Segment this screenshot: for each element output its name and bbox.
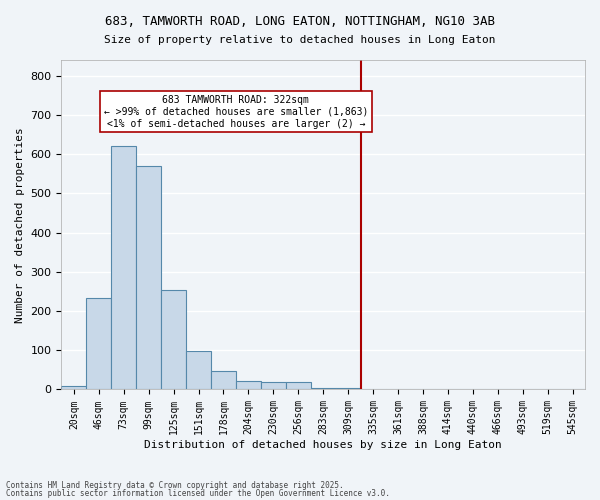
Text: Contains HM Land Registry data © Crown copyright and database right 2025.: Contains HM Land Registry data © Crown c… <box>6 481 344 490</box>
Text: 683 TAMWORTH ROAD: 322sqm
← >99% of detached houses are smaller (1,863)
<1% of s: 683 TAMWORTH ROAD: 322sqm ← >99% of deta… <box>104 96 368 128</box>
Text: Contains public sector information licensed under the Open Government Licence v3: Contains public sector information licen… <box>6 488 390 498</box>
Bar <box>311 388 335 390</box>
Bar <box>136 166 161 390</box>
Bar <box>61 386 86 390</box>
Bar <box>211 370 236 390</box>
Bar <box>261 382 286 390</box>
Bar <box>161 290 186 390</box>
Bar <box>86 298 111 390</box>
Bar <box>236 381 261 390</box>
Bar <box>111 146 136 390</box>
Bar <box>335 388 361 390</box>
Y-axis label: Number of detached properties: Number of detached properties <box>15 127 25 322</box>
Text: 683, TAMWORTH ROAD, LONG EATON, NOTTINGHAM, NG10 3AB: 683, TAMWORTH ROAD, LONG EATON, NOTTINGH… <box>105 15 495 28</box>
Text: Size of property relative to detached houses in Long Eaton: Size of property relative to detached ho… <box>104 35 496 45</box>
Bar <box>286 382 311 390</box>
X-axis label: Distribution of detached houses by size in Long Eaton: Distribution of detached houses by size … <box>145 440 502 450</box>
Bar <box>186 351 211 390</box>
